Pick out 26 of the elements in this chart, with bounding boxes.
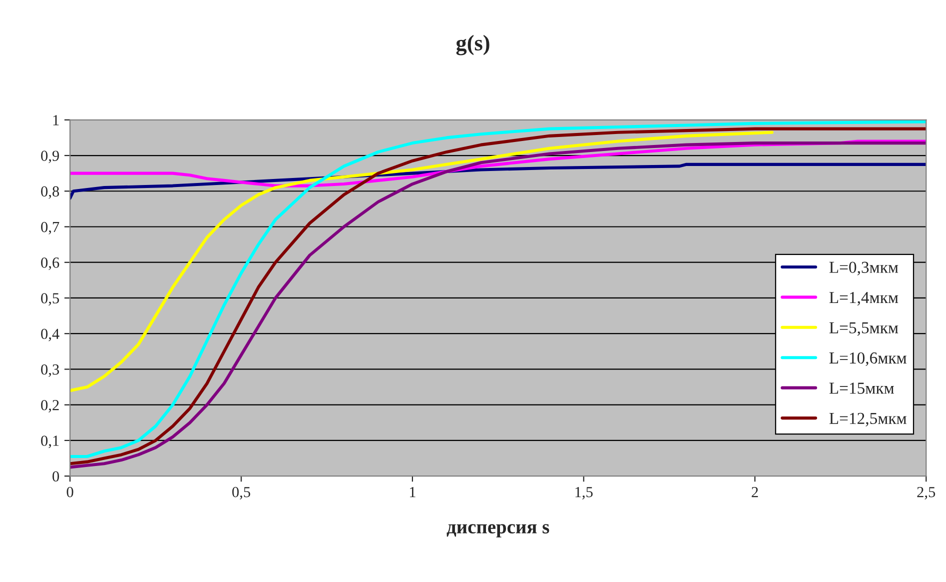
y-tick-label: 0,4 [41,328,60,342]
x-tick-label: 1,5 [575,487,593,500]
chart-title: g(s) [456,34,490,56]
x-tick-label: 1 [410,487,416,498]
line-series [70,130,774,392]
y-tick-label: 0,1 [41,436,59,448]
y-tick-label: 0,2 [41,400,59,412]
legend-label: L=5,5мкм [829,322,898,336]
x-tick-label: 2 [752,486,758,498]
legend-label: L=12,5мкм [829,412,906,426]
y-tick-label: 0,7 [41,222,60,234]
legend-label: L=10,6мкм [829,352,906,366]
legend-label: L=0,3мкм [829,262,898,276]
y-tick-label: 0,3 [41,364,59,377]
legend-label: L=1,4мкм [829,292,898,306]
x-tick-label: 2,5 [917,486,936,500]
y-tick-label: 0,5 [41,293,59,306]
legend-label: L=15мкм [829,382,894,394]
x-tick-label: 0,5 [232,486,250,500]
y-tick-label: 0 [52,471,60,482]
y-tick-label: 1 [53,115,59,126]
y-tick-label: 0,8 [41,186,60,199]
x-axis-title: дисперсия s [446,524,550,538]
x-tick-label: 0 [66,486,74,498]
y-tick-label: 0,9 [41,150,59,164]
y-tick-label: 0,6 [41,258,60,270]
